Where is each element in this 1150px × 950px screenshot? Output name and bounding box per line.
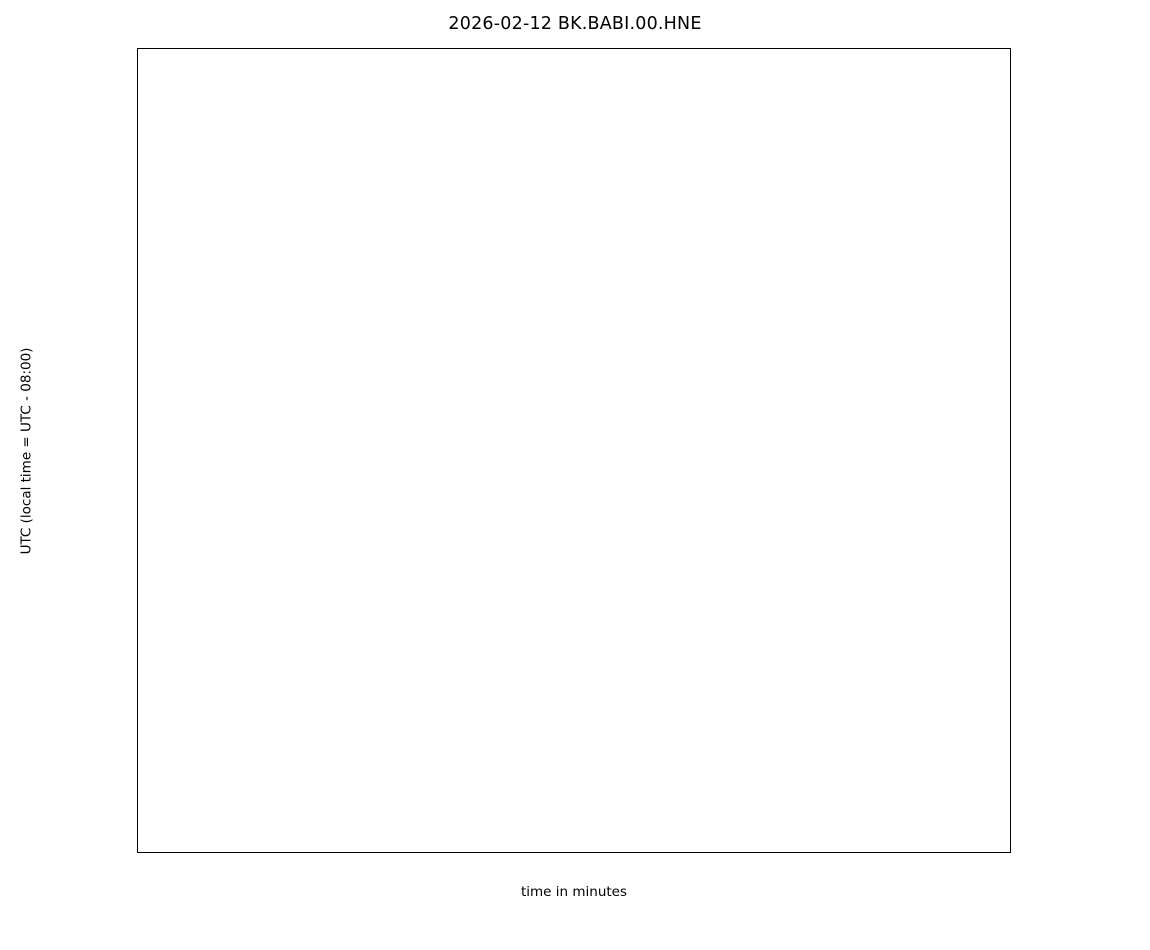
y-axis-title: UTC (local time = UTC - 08:00) bbox=[16, 48, 36, 853]
x-axis-title: time in minutes bbox=[520, 884, 628, 900]
y-axis-title-text: UTC (local time = UTC - 08:00) bbox=[18, 347, 35, 554]
plot-area bbox=[138, 49, 1010, 852]
plot-axes bbox=[137, 48, 1011, 853]
page-title: 2026-02-12 BK.BABI.00.HNE bbox=[448, 14, 702, 34]
